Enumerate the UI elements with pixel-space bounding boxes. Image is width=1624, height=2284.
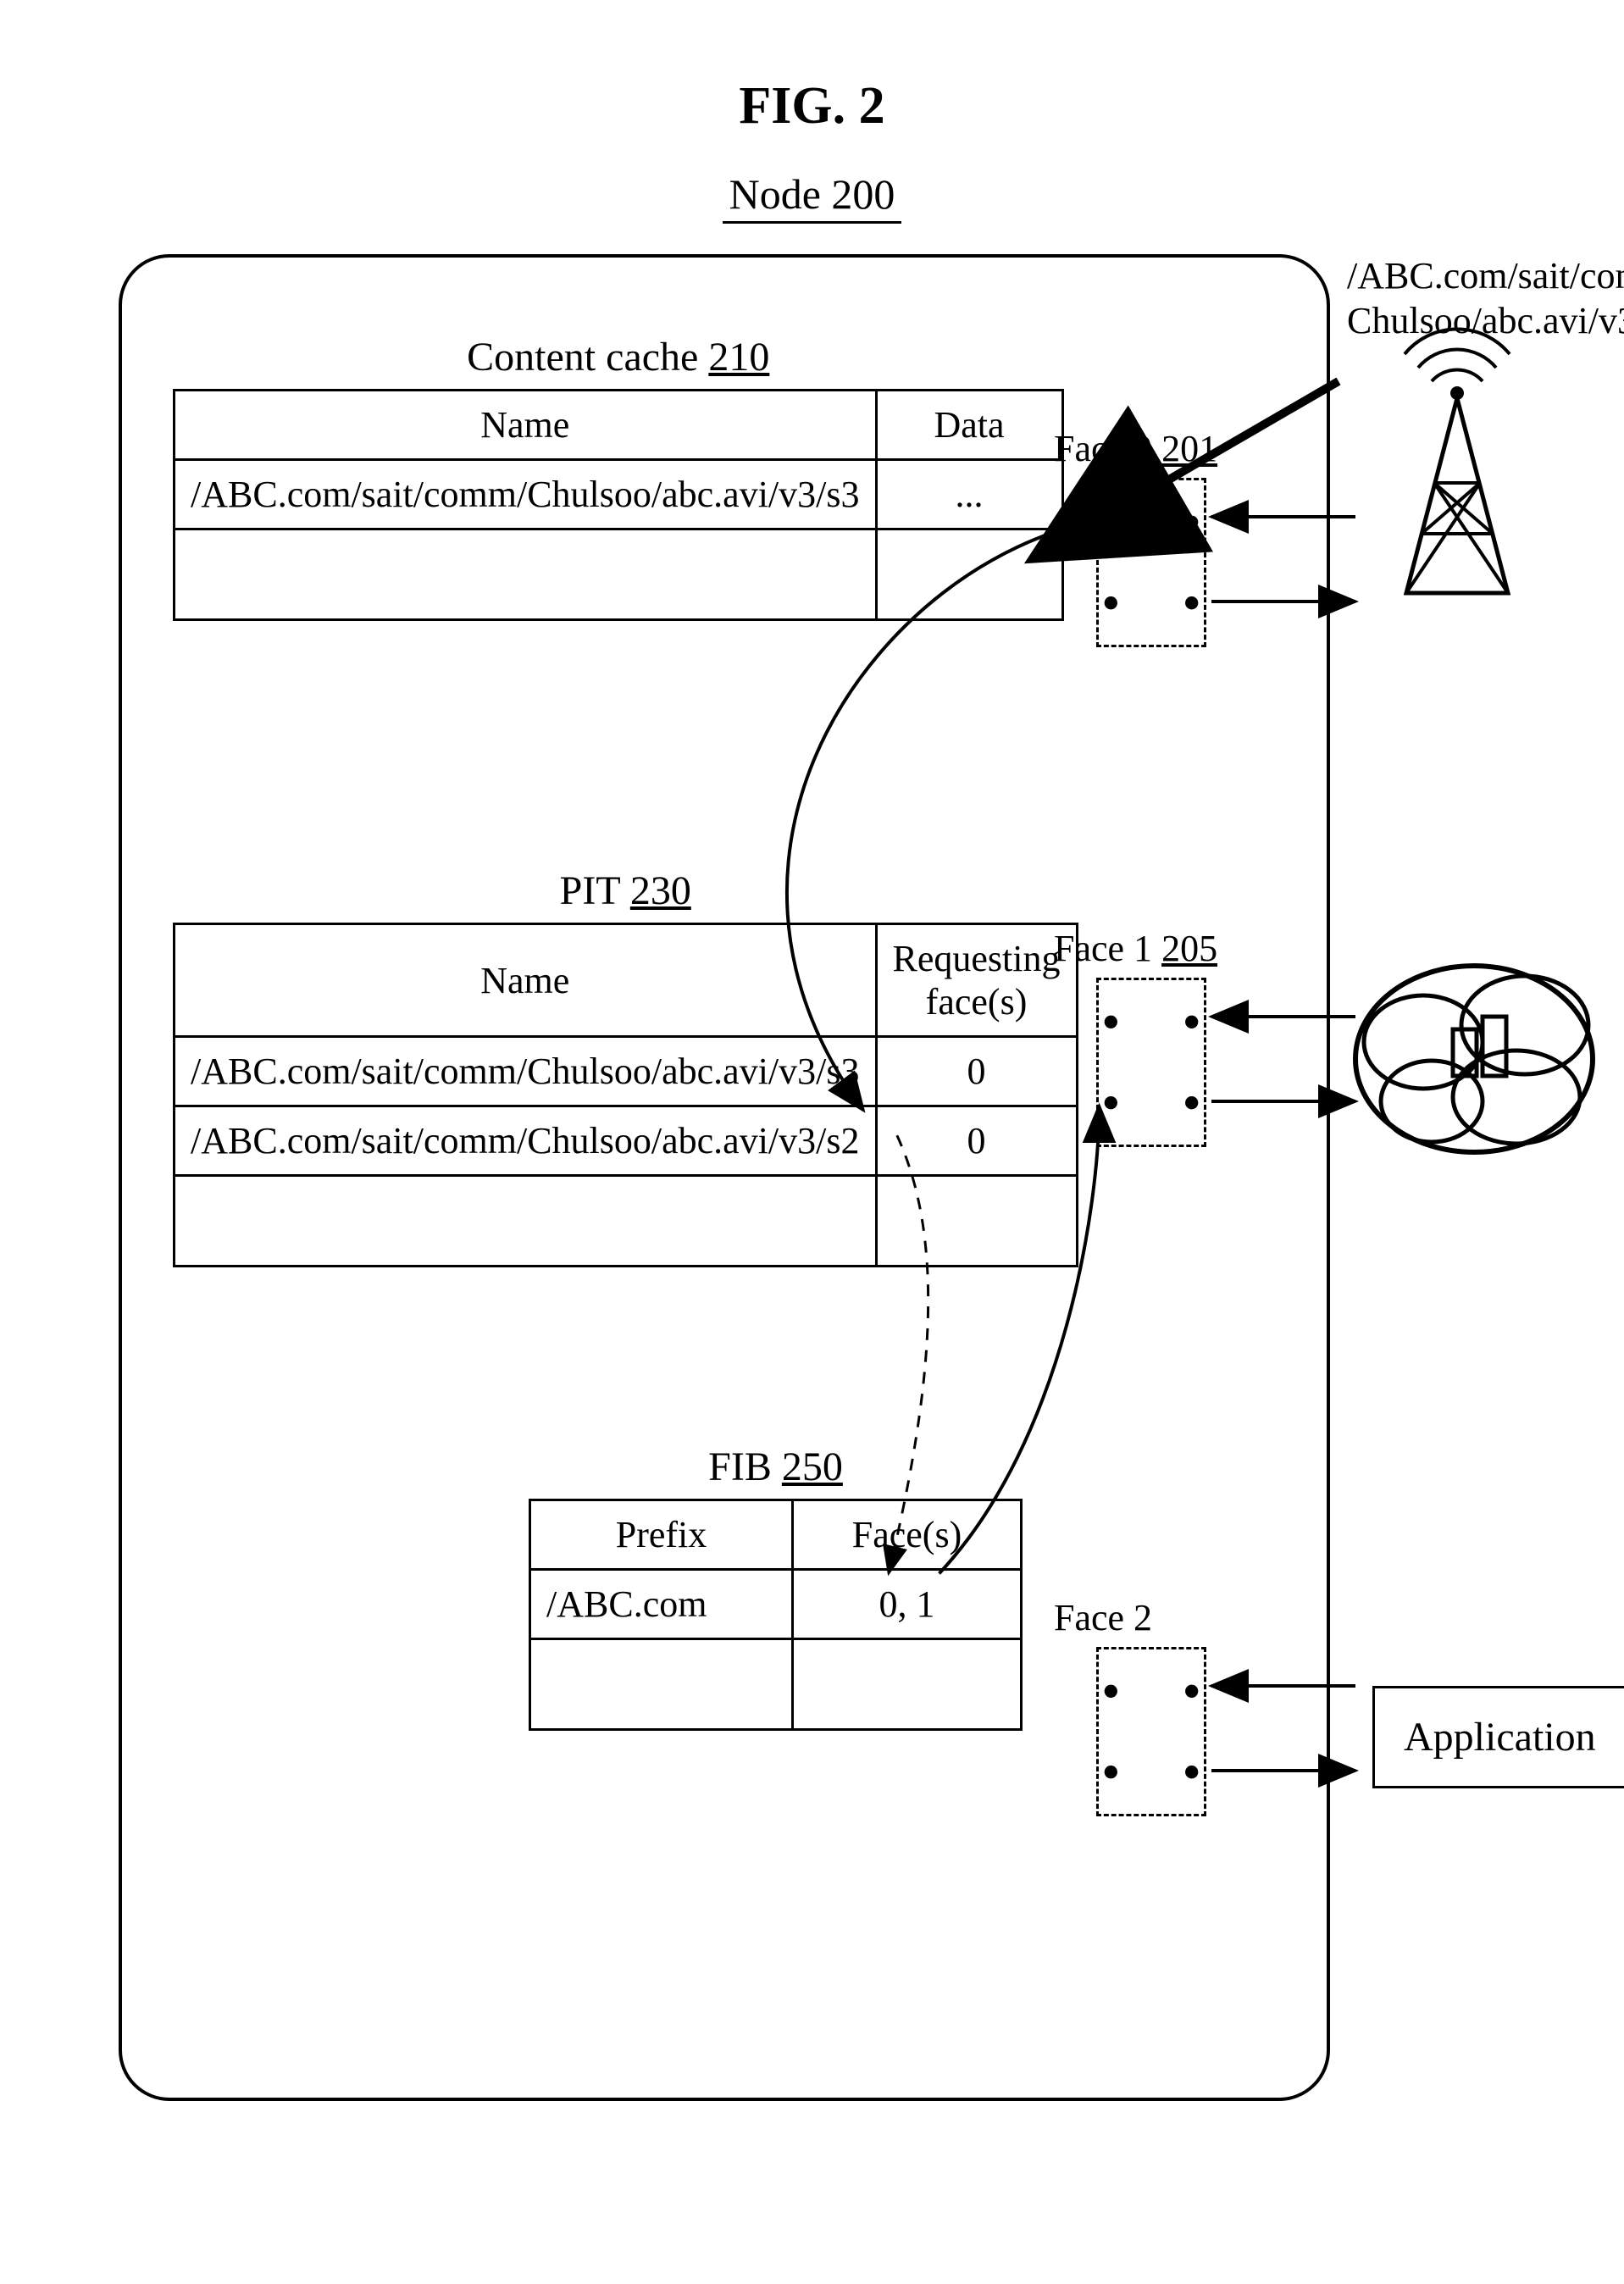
- cc-r0-name: /ABC.com/sait/comm/Chulsoo/abc.avi/v3/s3: [175, 460, 877, 529]
- face0-number: 201: [1161, 428, 1217, 469]
- face1-ports-icon: [1099, 980, 1204, 1145]
- content-cache-table: Content cache 210 Name Data /ABC.com/sai…: [173, 334, 1064, 621]
- pit-r1-name: /ABC.com/sait/comm/Chulsoo/abc.avi/v3/s2: [175, 1106, 877, 1176]
- pit-caption-prefix: PIT: [560, 868, 620, 913]
- face0-label: Face 0 201: [1054, 427, 1217, 470]
- pit-table: PIT 230 Name Requesting face(s) /ABC.com…: [173, 868, 1078, 1267]
- cc-r1-name: [175, 529, 877, 620]
- application-box: Application: [1372, 1686, 1624, 1788]
- fib-r1-prefix: [530, 1639, 793, 1730]
- cc-r1-data: [876, 529, 1062, 620]
- fib-col-prefix: Prefix: [530, 1500, 793, 1570]
- node-label-text: Node 200: [723, 170, 902, 224]
- face0-box: [1096, 478, 1206, 647]
- fib-caption-prefix: FIB: [708, 1444, 772, 1489]
- cc-caption-prefix: Content cache: [467, 335, 698, 380]
- fib-r0-prefix: /ABC.com: [530, 1570, 793, 1639]
- pit-r0-faces: 0: [876, 1037, 1077, 1106]
- incoming-packet-text: /ABC.com/sait/comm/ Chulsoo/abc.avi/v3/s…: [1347, 254, 1624, 344]
- pit-caption-number: 230: [630, 868, 691, 913]
- table-row: /ABC.com/sait/comm/Chulsoo/abc.avi/v3/s2…: [175, 1106, 1078, 1176]
- incoming-line2: Chulsoo/abc.avi/v3/s2: [1347, 299, 1624, 344]
- pit-col-faces: Requesting face(s): [876, 924, 1077, 1037]
- face2-ports-icon: [1099, 1649, 1204, 1814]
- page-root: FIG. 2 Node 200 Content cache 210 Name D…: [0, 0, 1624, 2284]
- table-row: [175, 529, 1063, 620]
- pit-r1-faces: 0: [876, 1106, 1077, 1176]
- fib-header-row: Prefix Face(s): [530, 1500, 1022, 1570]
- radio-tower-icon: [1405, 330, 1510, 593]
- pit-r2-faces: [876, 1176, 1077, 1267]
- fib-caption-number: 250: [782, 1444, 843, 1489]
- face2-label-text: Face 2: [1054, 1597, 1152, 1638]
- pit-r2-name: [175, 1176, 877, 1267]
- face1-label: Face 1 205: [1054, 927, 1217, 970]
- figure-title: FIG. 2: [0, 76, 1624, 136]
- fib-r1-faces: [793, 1639, 1022, 1730]
- face1-label-text: Face 1: [1054, 928, 1152, 969]
- network-cloud-icon: [1355, 966, 1593, 1152]
- face1-box: [1096, 978, 1206, 1147]
- fib-col-faces: Face(s): [793, 1500, 1022, 1570]
- face2-box: [1096, 1647, 1206, 1816]
- fib-table: FIB 250 Prefix Face(s) /ABC.com 0, 1: [529, 1444, 1023, 1731]
- pit-r0-name: /ABC.com/sait/comm/Chulsoo/abc.avi/v3/s3: [175, 1037, 877, 1106]
- face0-ports-icon: [1099, 480, 1204, 645]
- node-label: Node 200: [0, 169, 1624, 219]
- face0-label-text: Face 0: [1054, 428, 1152, 469]
- face2-label: Face 2: [1054, 1596, 1152, 1639]
- table-row: /ABC.com/sait/comm/Chulsoo/abc.avi/v3/s3…: [175, 1037, 1078, 1106]
- fib-caption: FIB 250: [529, 1444, 1023, 1499]
- pit-header-row: Name Requesting face(s): [175, 924, 1078, 1037]
- face1-number: 205: [1161, 928, 1217, 969]
- cc-col-data: Data: [876, 391, 1062, 460]
- incoming-line1: /ABC.com/sait/comm/: [1347, 254, 1624, 299]
- table-row: [530, 1639, 1022, 1730]
- table-row: [175, 1176, 1078, 1267]
- pit-caption: PIT 230: [173, 868, 1078, 923]
- table-row: /ABC.com 0, 1: [530, 1570, 1022, 1639]
- cc-col-name: Name: [175, 391, 877, 460]
- application-label: Application: [1404, 1715, 1596, 1760]
- pit-col-name: Name: [175, 924, 877, 1037]
- cc-caption-number: 210: [708, 335, 769, 380]
- cc-header-row: Name Data: [175, 391, 1063, 460]
- node-box: Content cache 210 Name Data /ABC.com/sai…: [119, 254, 1330, 2101]
- fib-r0-faces: 0, 1: [793, 1570, 1022, 1639]
- content-cache-caption: Content cache 210: [173, 334, 1064, 389]
- cc-r0-data: ...: [876, 460, 1062, 529]
- table-row: /ABC.com/sait/comm/Chulsoo/abc.avi/v3/s3…: [175, 460, 1063, 529]
